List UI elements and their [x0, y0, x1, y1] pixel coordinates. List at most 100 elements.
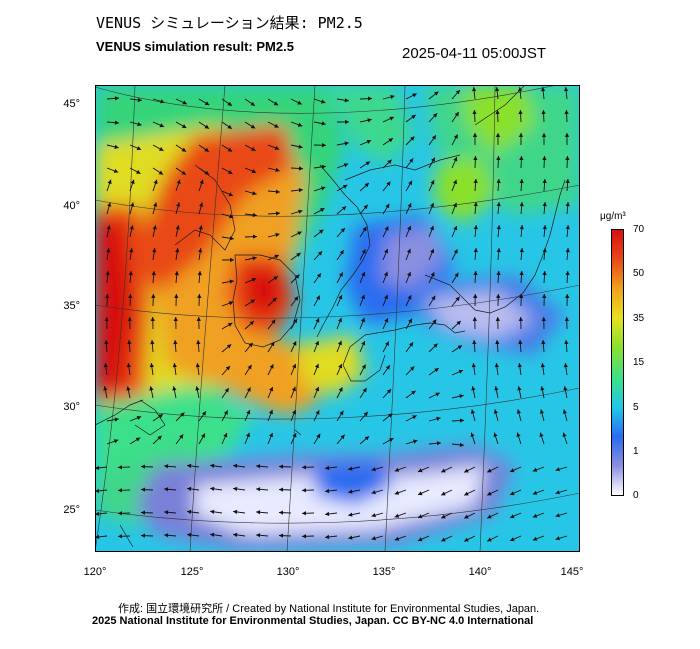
wind-arrow-head	[430, 202, 434, 208]
wind-arrow-head	[252, 256, 257, 261]
wind-arrow-head	[464, 491, 469, 496]
wind-arrow-head	[107, 202, 112, 207]
wind-arrow-head	[187, 486, 192, 492]
wind-arrow-head	[456, 320, 461, 326]
lon-label-125: 125°	[180, 566, 204, 578]
wind-arrow-head	[430, 272, 435, 277]
wind-arrow-head	[564, 340, 569, 345]
wind-arrow-head	[314, 363, 319, 369]
wind-arrow-head	[365, 161, 371, 166]
wind-arrow-head	[302, 488, 306, 493]
wind-arrow-head	[292, 363, 297, 369]
wind-arrow-head	[199, 202, 204, 207]
wind-arrow-head	[473, 202, 478, 207]
wind-arrow-head	[339, 410, 344, 416]
wind-arrow-head	[371, 490, 376, 495]
wind-arrow-head	[361, 272, 366, 277]
wind-arrow-head	[431, 157, 435, 162]
wind-arrow-head	[174, 294, 179, 298]
wind-arrow-head	[223, 433, 228, 438]
wind-arrow-head	[472, 110, 477, 115]
wind-arrow-head	[172, 363, 177, 368]
wind-arrow-head	[408, 180, 412, 186]
wind-arrow-head	[136, 416, 142, 420]
colorbar-tick-70: 70	[633, 224, 645, 235]
wind-arrow-head	[130, 202, 135, 207]
wind-arrow-head	[371, 467, 376, 472]
wind-arrow-head	[494, 386, 499, 391]
wind-arrow-head	[385, 341, 389, 346]
wind-arrow-head	[418, 468, 423, 473]
wind-arrow-head	[158, 170, 164, 175]
wind-arrow-head	[517, 386, 522, 391]
wind-arrow-head	[250, 101, 255, 106]
wind-arrow-head	[95, 511, 100, 516]
wind-arrow-head	[136, 169, 141, 174]
wind-arrow-head	[195, 386, 200, 391]
wind-arrow-head	[386, 181, 391, 186]
wind-arrow-head	[565, 294, 570, 298]
wind-arrow-head	[342, 184, 348, 189]
wind-arrow-head	[195, 363, 200, 368]
credit-line-2: 2025 National Institute for Environmenta…	[92, 615, 534, 627]
wind-arrow-head	[441, 537, 446, 542]
wind-arrow-head	[246, 410, 251, 415]
wind-arrow-head	[409, 158, 414, 163]
wind-arrow-head	[275, 232, 280, 238]
wind-arrow-head	[464, 514, 469, 519]
wind-arrow-head	[555, 490, 560, 495]
wind-arrow-head	[519, 248, 524, 253]
wind-arrow-head	[532, 467, 538, 472]
wind-arrow-head	[565, 225, 570, 230]
wind-arrow-head	[436, 416, 441, 421]
wind-arrow-head	[473, 294, 478, 298]
wind-arrow-head	[150, 317, 155, 321]
wind-arrow-head	[493, 409, 498, 414]
wind-arrow-head	[105, 271, 110, 276]
lat-label-35: 35°	[63, 300, 80, 312]
wind-arrow-head	[510, 468, 515, 473]
wind-arrow-head	[149, 386, 154, 391]
wind-arrow-head	[118, 511, 122, 516]
wind-arrow-head	[233, 463, 238, 469]
wind-arrow-head	[224, 388, 229, 393]
wind-arrow-head	[407, 271, 411, 277]
wind-arrow-head	[230, 257, 234, 263]
wind-arrow-head	[250, 124, 256, 129]
wind-arrow-head	[316, 433, 321, 439]
wind-arrow-head	[388, 138, 393, 143]
wind-arrow-head	[519, 225, 524, 230]
wind-arrow-head	[518, 133, 524, 137]
wind-arrow-head	[429, 225, 434, 231]
wind-arrow-head	[164, 533, 169, 538]
wind-arrow-head	[316, 295, 320, 300]
wind-arrow-head	[228, 192, 233, 197]
wind-arrow-head	[532, 490, 538, 495]
wind-arrow-head	[325, 488, 330, 494]
wind-arrow-head	[337, 340, 342, 346]
wind-arrow-head	[137, 97, 142, 103]
wind-arrow-head	[252, 191, 257, 196]
wind-arrow-head	[151, 271, 156, 276]
wind-arrow-head	[297, 231, 302, 236]
wind-arrow-head	[272, 297, 277, 302]
wind-arrow-head	[256, 510, 261, 515]
wind-arrow-head	[275, 167, 280, 172]
wind-arrow-head	[555, 536, 560, 541]
wind-arrow-head	[95, 534, 100, 539]
wind-arrow-head	[441, 468, 446, 473]
wind-arrow-head	[292, 409, 296, 415]
wind-arrow-head	[158, 414, 163, 419]
wind-arrow-head	[279, 510, 283, 515]
wind-arrow-head	[555, 513, 560, 518]
wind-arrow-head	[455, 296, 460, 302]
lon-label-120: 120°	[83, 566, 107, 578]
wind-arrow-head	[493, 432, 498, 437]
wind-arrow-head	[173, 317, 178, 321]
wind-arrow-head	[494, 363, 499, 368]
wind-arrow-head	[472, 87, 477, 92]
wind-arrow-head	[159, 123, 164, 128]
wind-arrow-head	[496, 156, 501, 161]
wind-arrow-head	[495, 340, 500, 345]
wind-arrow-head	[118, 465, 122, 470]
